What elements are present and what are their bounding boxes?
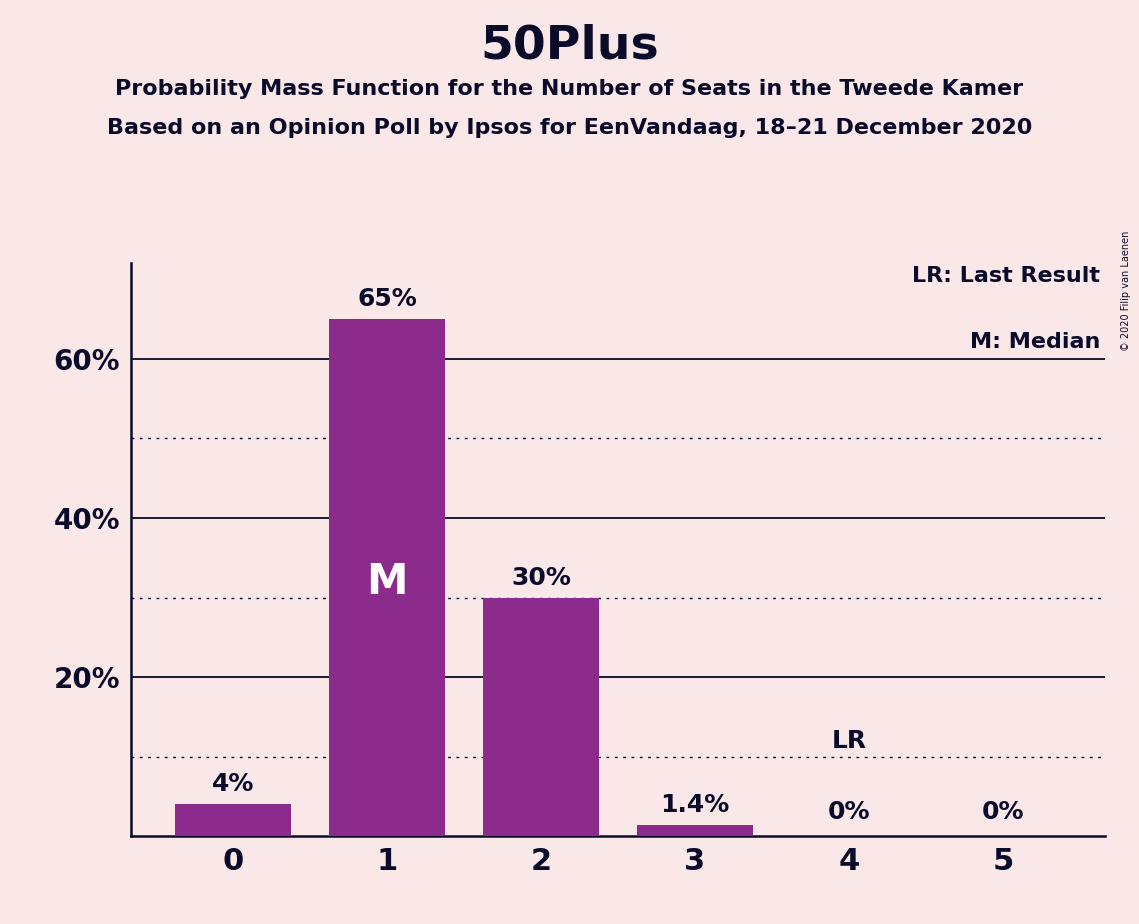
Bar bbox=[637, 825, 753, 836]
Text: LR: LR bbox=[831, 729, 867, 753]
Text: M: Median: M: Median bbox=[969, 332, 1100, 352]
Text: Probability Mass Function for the Number of Seats in the Tweede Kamer: Probability Mass Function for the Number… bbox=[115, 79, 1024, 99]
Bar bbox=[175, 805, 290, 836]
Text: 1.4%: 1.4% bbox=[661, 793, 729, 817]
Text: 30%: 30% bbox=[511, 565, 571, 590]
Text: 65%: 65% bbox=[358, 287, 417, 311]
Bar bbox=[483, 598, 599, 836]
Text: 0%: 0% bbox=[828, 800, 870, 824]
Text: M: M bbox=[367, 561, 408, 602]
Text: Based on an Opinion Poll by Ipsos for EenVandaag, 18–21 December 2020: Based on an Opinion Poll by Ipsos for Ee… bbox=[107, 118, 1032, 139]
Text: © 2020 Filip van Laenen: © 2020 Filip van Laenen bbox=[1121, 231, 1131, 351]
Text: 4%: 4% bbox=[212, 772, 254, 796]
Text: LR: Last Result: LR: Last Result bbox=[912, 266, 1100, 286]
Bar bbox=[329, 319, 444, 836]
Text: 50Plus: 50Plus bbox=[481, 23, 658, 68]
Text: 0%: 0% bbox=[982, 800, 1024, 824]
